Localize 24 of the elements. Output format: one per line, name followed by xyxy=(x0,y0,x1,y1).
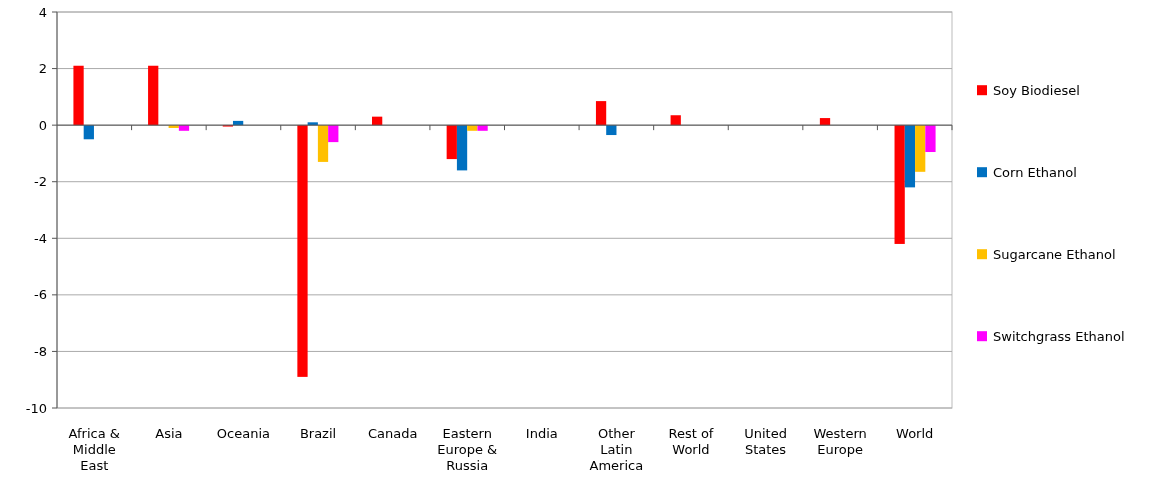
x-tick-label: India xyxy=(525,426,558,441)
x-tick-label: Brazil xyxy=(299,426,337,441)
x-tick-label: Eastern Europe & Russia xyxy=(437,426,498,473)
x-tick-label: Africa & Middle East xyxy=(68,426,120,473)
y-tick-label: -2 xyxy=(34,174,47,190)
y-tick-label: -8 xyxy=(34,343,47,359)
legend-label: Corn Ethanol xyxy=(993,165,1077,181)
x-tick-label: Oceania xyxy=(216,426,271,441)
x-tick-label: Canada xyxy=(367,426,418,441)
x-tick-label: World xyxy=(896,426,934,441)
x-tick-label: Rest of World xyxy=(668,426,714,457)
x-tick-label: Western Europe xyxy=(813,426,867,457)
legend-label: Soy Biodiesel xyxy=(993,83,1080,99)
y-tick-label: -6 xyxy=(34,287,47,303)
y-tick-label: 0 xyxy=(38,117,47,133)
y-tick-label: 2 xyxy=(38,61,47,77)
y-tick-label: 4 xyxy=(38,4,47,20)
x-tick-label: Other Latin America xyxy=(589,426,644,473)
legend-label: Switchgrass Ethanol xyxy=(993,329,1125,345)
y-tick-label: -4 xyxy=(34,230,47,246)
x-tick-label: Asia xyxy=(155,426,183,441)
legend-label: Sugarcane Ethanol xyxy=(993,247,1116,263)
x-tick-label: United States xyxy=(744,426,787,457)
y-tick-label: -10 xyxy=(25,400,47,416)
